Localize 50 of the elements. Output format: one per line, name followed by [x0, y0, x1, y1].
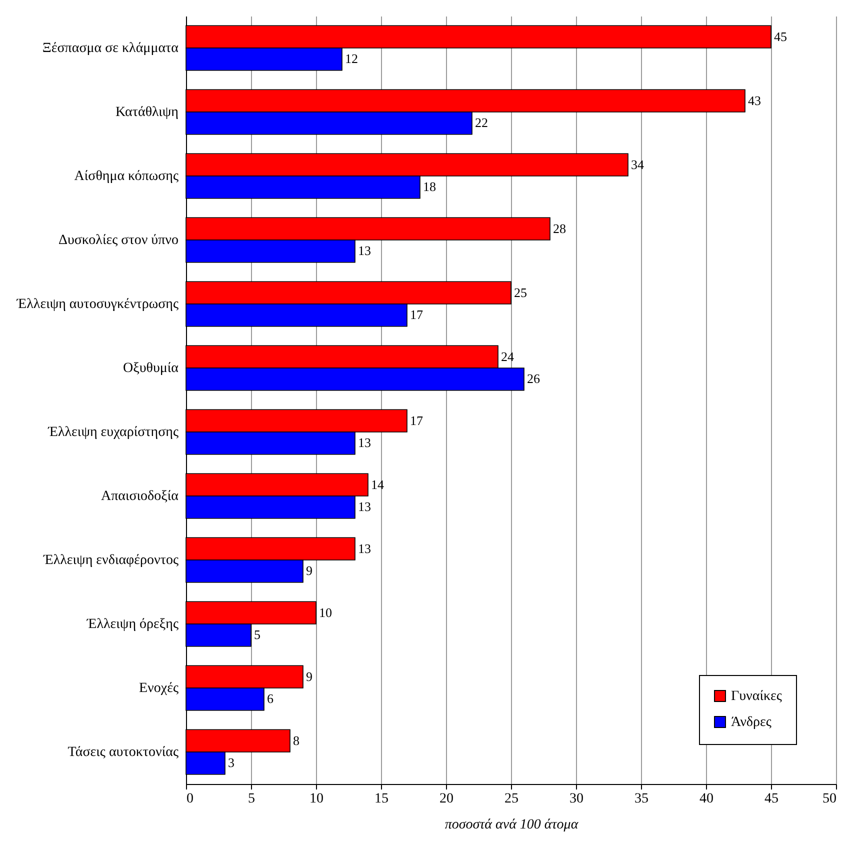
y-tick-label: Ενοχές — [138, 681, 179, 696]
y-tick-label: Έλλειψη ευχαρίστησης — [47, 425, 179, 440]
x-tick-label: 45 — [764, 792, 778, 806]
x-tick-label: 15 — [374, 792, 388, 806]
y-tick-label: Απαισιοδοξία — [100, 489, 180, 504]
x-tick-label: 40 — [700, 792, 714, 806]
x-tick-label: 20 — [440, 792, 454, 806]
data-label: 14 — [371, 476, 384, 492]
x-tick-label: 10 — [310, 792, 324, 806]
data-label: 3 — [228, 755, 234, 770]
legend-label: Γυναίκες — [731, 689, 782, 704]
data-label: 17 — [410, 412, 424, 428]
data-label: 24 — [501, 348, 514, 364]
data-label: 22 — [475, 115, 488, 130]
y-tick-label: Κατάθλιψη — [115, 105, 178, 120]
y-tick-label: Έλλειψη όρεξης — [86, 617, 179, 632]
data-label: 17 — [410, 307, 424, 322]
data-label: 43 — [748, 92, 761, 108]
y-tick-label: Ξέσπασμα σε κλάμματα — [42, 41, 180, 56]
y-tick-label: Οξυθυμία — [122, 361, 180, 376]
x-tick-label: 50 — [822, 792, 836, 806]
x-tick-label: 25 — [504, 792, 518, 806]
data-label: 13 — [358, 540, 371, 556]
x-tick-label: 5 — [248, 792, 255, 806]
data-label: 28 — [553, 220, 566, 236]
y-tick-label: Αίσθημα κόπωσης — [74, 169, 179, 184]
x-tick-label: 30 — [570, 792, 584, 806]
x-axis-title: ποσοστά ανά 100 άτομα — [444, 818, 579, 832]
legend-label: Άνδρες — [731, 715, 772, 730]
data-label: 8 — [293, 732, 300, 748]
y-tick-label: Δυσκολίες στον ύπνο — [58, 233, 178, 248]
x-tick-label: 35 — [634, 792, 648, 806]
data-label: 6 — [267, 691, 274, 706]
y-tick-label: Τάσεις αυτοκτονίας — [68, 745, 179, 760]
x-tick-label: 0 — [186, 792, 194, 806]
data-label: 25 — [514, 284, 527, 300]
data-label: 45 — [774, 28, 787, 44]
data-label: 5 — [254, 627, 260, 642]
data-label: 13 — [358, 499, 371, 514]
data-label: 18 — [423, 179, 436, 194]
data-label: 34 — [631, 156, 644, 172]
data-label: 12 — [345, 51, 358, 66]
data-label: 10 — [319, 604, 332, 620]
y-tick-label: Έλλειψη αυτοσυγκέντρωσης — [16, 297, 179, 312]
data-label: 9 — [306, 563, 312, 578]
data-label: 13 — [358, 435, 371, 450]
data-label: 9 — [306, 668, 312, 684]
data-label: 26 — [527, 371, 540, 386]
y-tick-label: Έλλειψη ενδιαφέροντος — [42, 553, 179, 568]
data-label: 13 — [358, 243, 371, 258]
